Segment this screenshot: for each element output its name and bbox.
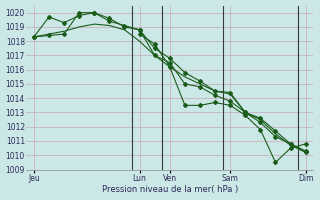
X-axis label: Pression niveau de la mer( hPa ): Pression niveau de la mer( hPa )	[102, 185, 238, 194]
